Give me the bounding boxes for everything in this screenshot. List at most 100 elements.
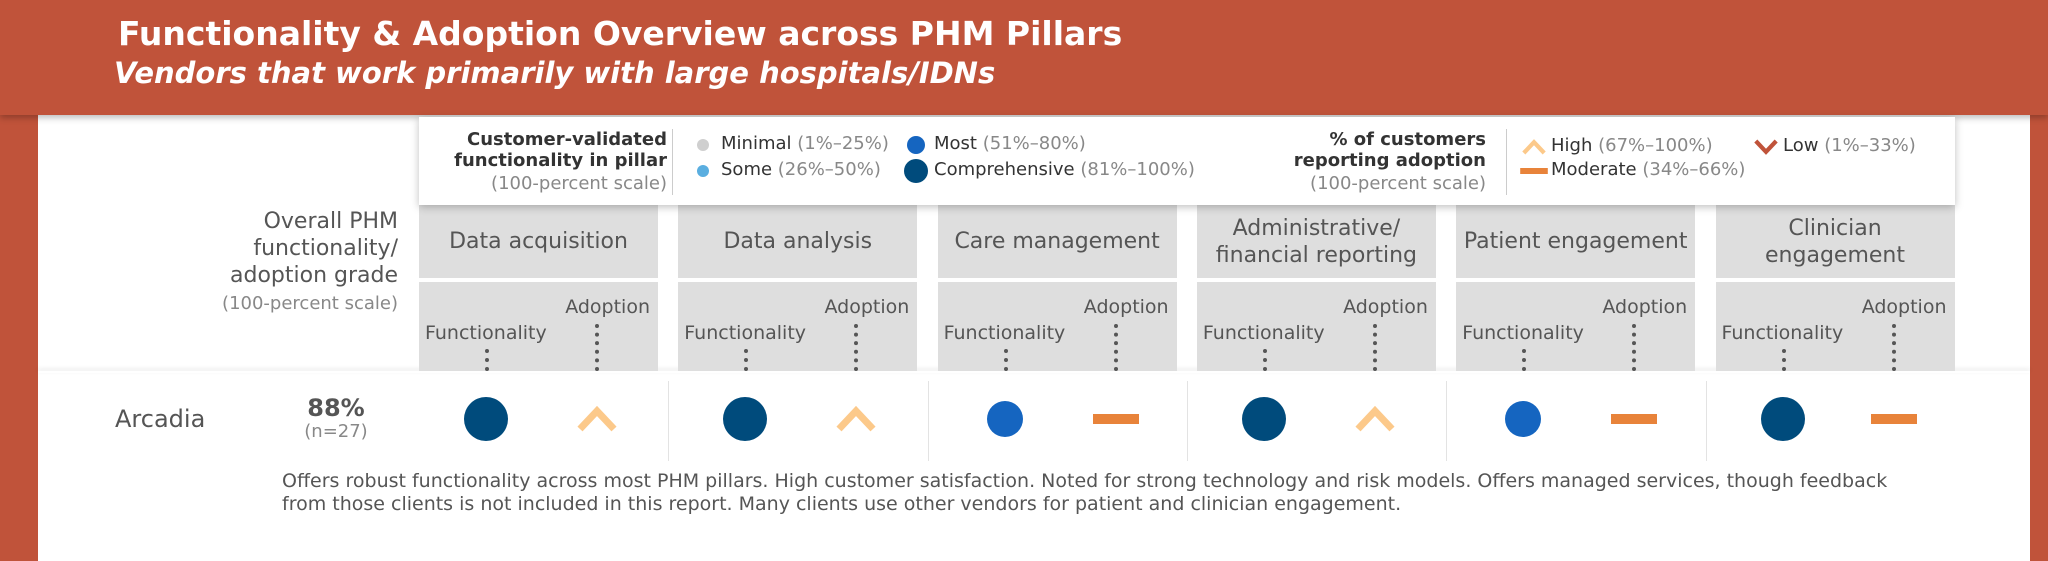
legend-label-text: Most — [934, 133, 977, 154]
column-divider — [668, 381, 670, 461]
icon — [1760, 397, 1917, 441]
adoption-label: Adoption — [1602, 296, 1688, 318]
rating-icon — [1754, 139, 1778, 155]
icon — [907, 136, 925, 154]
legend-range: (26%–50%) — [777, 159, 881, 180]
icon — [723, 397, 876, 441]
functionality-label: Functionality — [1202, 322, 1325, 344]
header: Functionality & Adoption Overview across… — [0, 0, 2048, 115]
divider — [1506, 129, 1507, 195]
vendor-name: Arcadia — [115, 405, 206, 433]
legend-label-text: High — [1551, 135, 1593, 156]
rating-icon — [1760, 397, 1805, 441]
pillar-subheader: Functionality Adoption — [1196, 282, 1436, 371]
icon — [464, 397, 617, 441]
adoption-label: Adoption — [565, 296, 650, 318]
pillar-header: Patient engagement — [1456, 205, 1696, 278]
pillar-header: Administrative/ financial reporting — [1196, 205, 1436, 278]
functionality-label: Functionality — [943, 322, 1066, 344]
rating-icon — [1505, 401, 1542, 437]
rating-icon — [986, 401, 1023, 437]
legend-label: Most (51%–80%) — [934, 133, 1086, 154]
column-divider — [1446, 381, 1448, 461]
legend-range: (1%–33%) — [1824, 135, 1916, 156]
title: Functionality & Adoption Overview across… — [118, 14, 1123, 53]
pillar-subheader: Functionality Adoption — [678, 282, 918, 371]
column-divider — [1186, 381, 1188, 461]
legend-title: % of customers reporting adoption — [1293, 129, 1486, 171]
adoption-label: Adoption — [1343, 296, 1428, 318]
rating-icon — [1241, 397, 1286, 441]
grade-scale: (100-percent scale) — [222, 293, 398, 314]
functionality-label: Functionality — [1462, 322, 1584, 344]
rating-icon — [1870, 414, 1917, 424]
legend: Customer-validated functionality in pill… — [419, 117, 1955, 205]
legend-label-text: Low — [1783, 135, 1819, 156]
rating-icon — [723, 397, 768, 441]
rating-icon — [697, 139, 709, 151]
column-divider — [927, 381, 929, 461]
rating-icon — [1092, 414, 1139, 424]
pillar-subheader: Functionality Adoption — [937, 282, 1177, 371]
divider — [672, 129, 673, 195]
icon — [904, 159, 928, 183]
legend-scale: (100-percent scale) — [491, 173, 667, 194]
legend-range: (1%–25%) — [797, 133, 889, 154]
vendor-n: (n=27) — [304, 421, 368, 442]
legend-label-text: Some — [721, 159, 773, 180]
legend-label-text: Minimal — [721, 133, 792, 154]
vendor-grade: 88% — [307, 394, 365, 422]
rating-icon — [697, 165, 709, 177]
icon — [1520, 168, 1548, 174]
dotted-line — [1113, 324, 1118, 371]
legend-label: Minimal (1%–25%) — [721, 133, 889, 154]
icon — [697, 165, 709, 177]
icon — [1754, 139, 1778, 155]
dotted-line — [1522, 349, 1527, 371]
rating-icon — [1522, 139, 1546, 155]
pillar-header: Clinician engagement — [1715, 205, 1955, 278]
rating-icon — [907, 136, 925, 154]
legend-label-text: Moderate — [1551, 159, 1637, 180]
dotted-line — [854, 324, 859, 371]
pillar-subheader: Functionality Adoption — [1715, 282, 1955, 371]
pillar-header: Care management — [937, 205, 1177, 278]
pillar-header: Data analysis — [678, 205, 918, 278]
adoption-label: Adoption — [1861, 296, 1947, 318]
dotted-line — [1372, 324, 1377, 371]
dotted-line — [744, 349, 749, 371]
rating-icon — [1611, 414, 1658, 424]
legend-scale: (100-percent scale) — [1310, 173, 1486, 194]
legend-label-text: Comprehensive — [934, 159, 1075, 180]
functionality-label: Functionality — [684, 322, 807, 344]
functionality-label: Functionality — [1721, 322, 1844, 344]
adoption-label: Adoption — [824, 296, 910, 318]
icon — [1241, 397, 1395, 441]
dotted-line — [1781, 349, 1786, 371]
rating-icon — [904, 159, 928, 183]
icon — [986, 401, 1139, 437]
dotted-line — [1262, 349, 1267, 371]
legend-label: High (67%–100%) — [1551, 135, 1713, 156]
rating-icon — [1355, 405, 1395, 432]
rating-icon — [577, 405, 617, 432]
icon — [697, 139, 709, 151]
rating-icon — [836, 405, 876, 432]
legend-range: (34%–66%) — [1642, 159, 1746, 180]
icon — [1522, 139, 1546, 155]
legend-range: (67%–100%) — [1598, 135, 1713, 156]
dotted-line — [485, 349, 489, 371]
pillar-subheader: Functionality Adoption — [1456, 282, 1696, 371]
rating-icon — [1520, 168, 1548, 174]
dotted-line — [1891, 324, 1896, 371]
dotted-line — [1003, 349, 1008, 371]
functionality-label: Functionality — [425, 322, 547, 344]
dotted-line — [1632, 324, 1637, 371]
subtitle: Vendors that work primarily with large h… — [114, 56, 996, 90]
grade-header: Overall PHM functionality/ adoption grad… — [230, 209, 398, 288]
column-divider — [1705, 381, 1707, 461]
vendor-description: Offers robust functionality across most … — [282, 470, 1888, 515]
legend-range: (81%–100%) — [1080, 159, 1195, 180]
adoption-label: Adoption — [1083, 296, 1169, 318]
